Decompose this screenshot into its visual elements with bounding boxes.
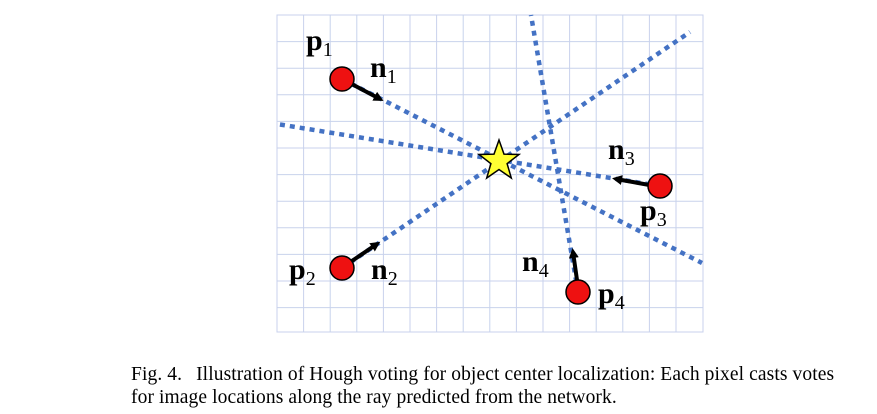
label-p2: p2 [289,253,316,290]
vote-rays [276,14,704,293]
pixel-point-p4 [565,279,591,305]
label-n4: n4 [522,245,549,282]
caption-text: Illustration of Hough voting for object … [131,364,835,408]
pixel-point-p3 [647,173,673,199]
label-n2: n2 [371,253,398,290]
label-p4: p4 [598,277,625,314]
ray-p3 [276,121,661,189]
label-n1: n1 [370,51,397,88]
ray-p1 [340,76,704,266]
caption-label: Fig. 4. [131,364,183,385]
hough-voting-figure: p1 n1 p2 n2 n3 p3 n4 p4 [276,14,704,333]
pixel-point-p2 [329,255,355,281]
label-n3: n3 [608,133,635,170]
star-icon [476,137,522,180]
label-p1: p1 [306,24,333,61]
ray-p4 [528,14,581,293]
figure-caption: Fig. 4. Illustration of Hough voting for … [131,363,851,409]
pixel-point-p1 [329,66,355,92]
label-p3: p3 [640,194,667,231]
ray-p2 [340,30,692,270]
